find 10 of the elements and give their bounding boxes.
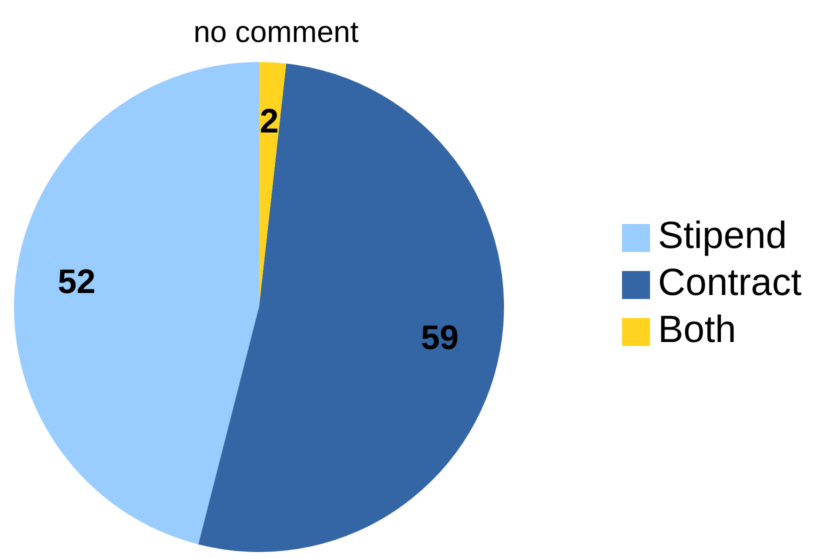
pie-slice (259, 62, 286, 307)
data-label: 2 (260, 102, 279, 141)
pie-slice (14, 62, 259, 544)
data-label: 59 (420, 319, 459, 358)
legend-label: Contract (658, 262, 802, 304)
legend-label: Both (658, 309, 736, 352)
legend-label: Stipend (658, 215, 787, 258)
chart-title: no comment (193, 16, 360, 49)
pie-slice (198, 64, 504, 552)
data-label: 52 (58, 263, 96, 302)
